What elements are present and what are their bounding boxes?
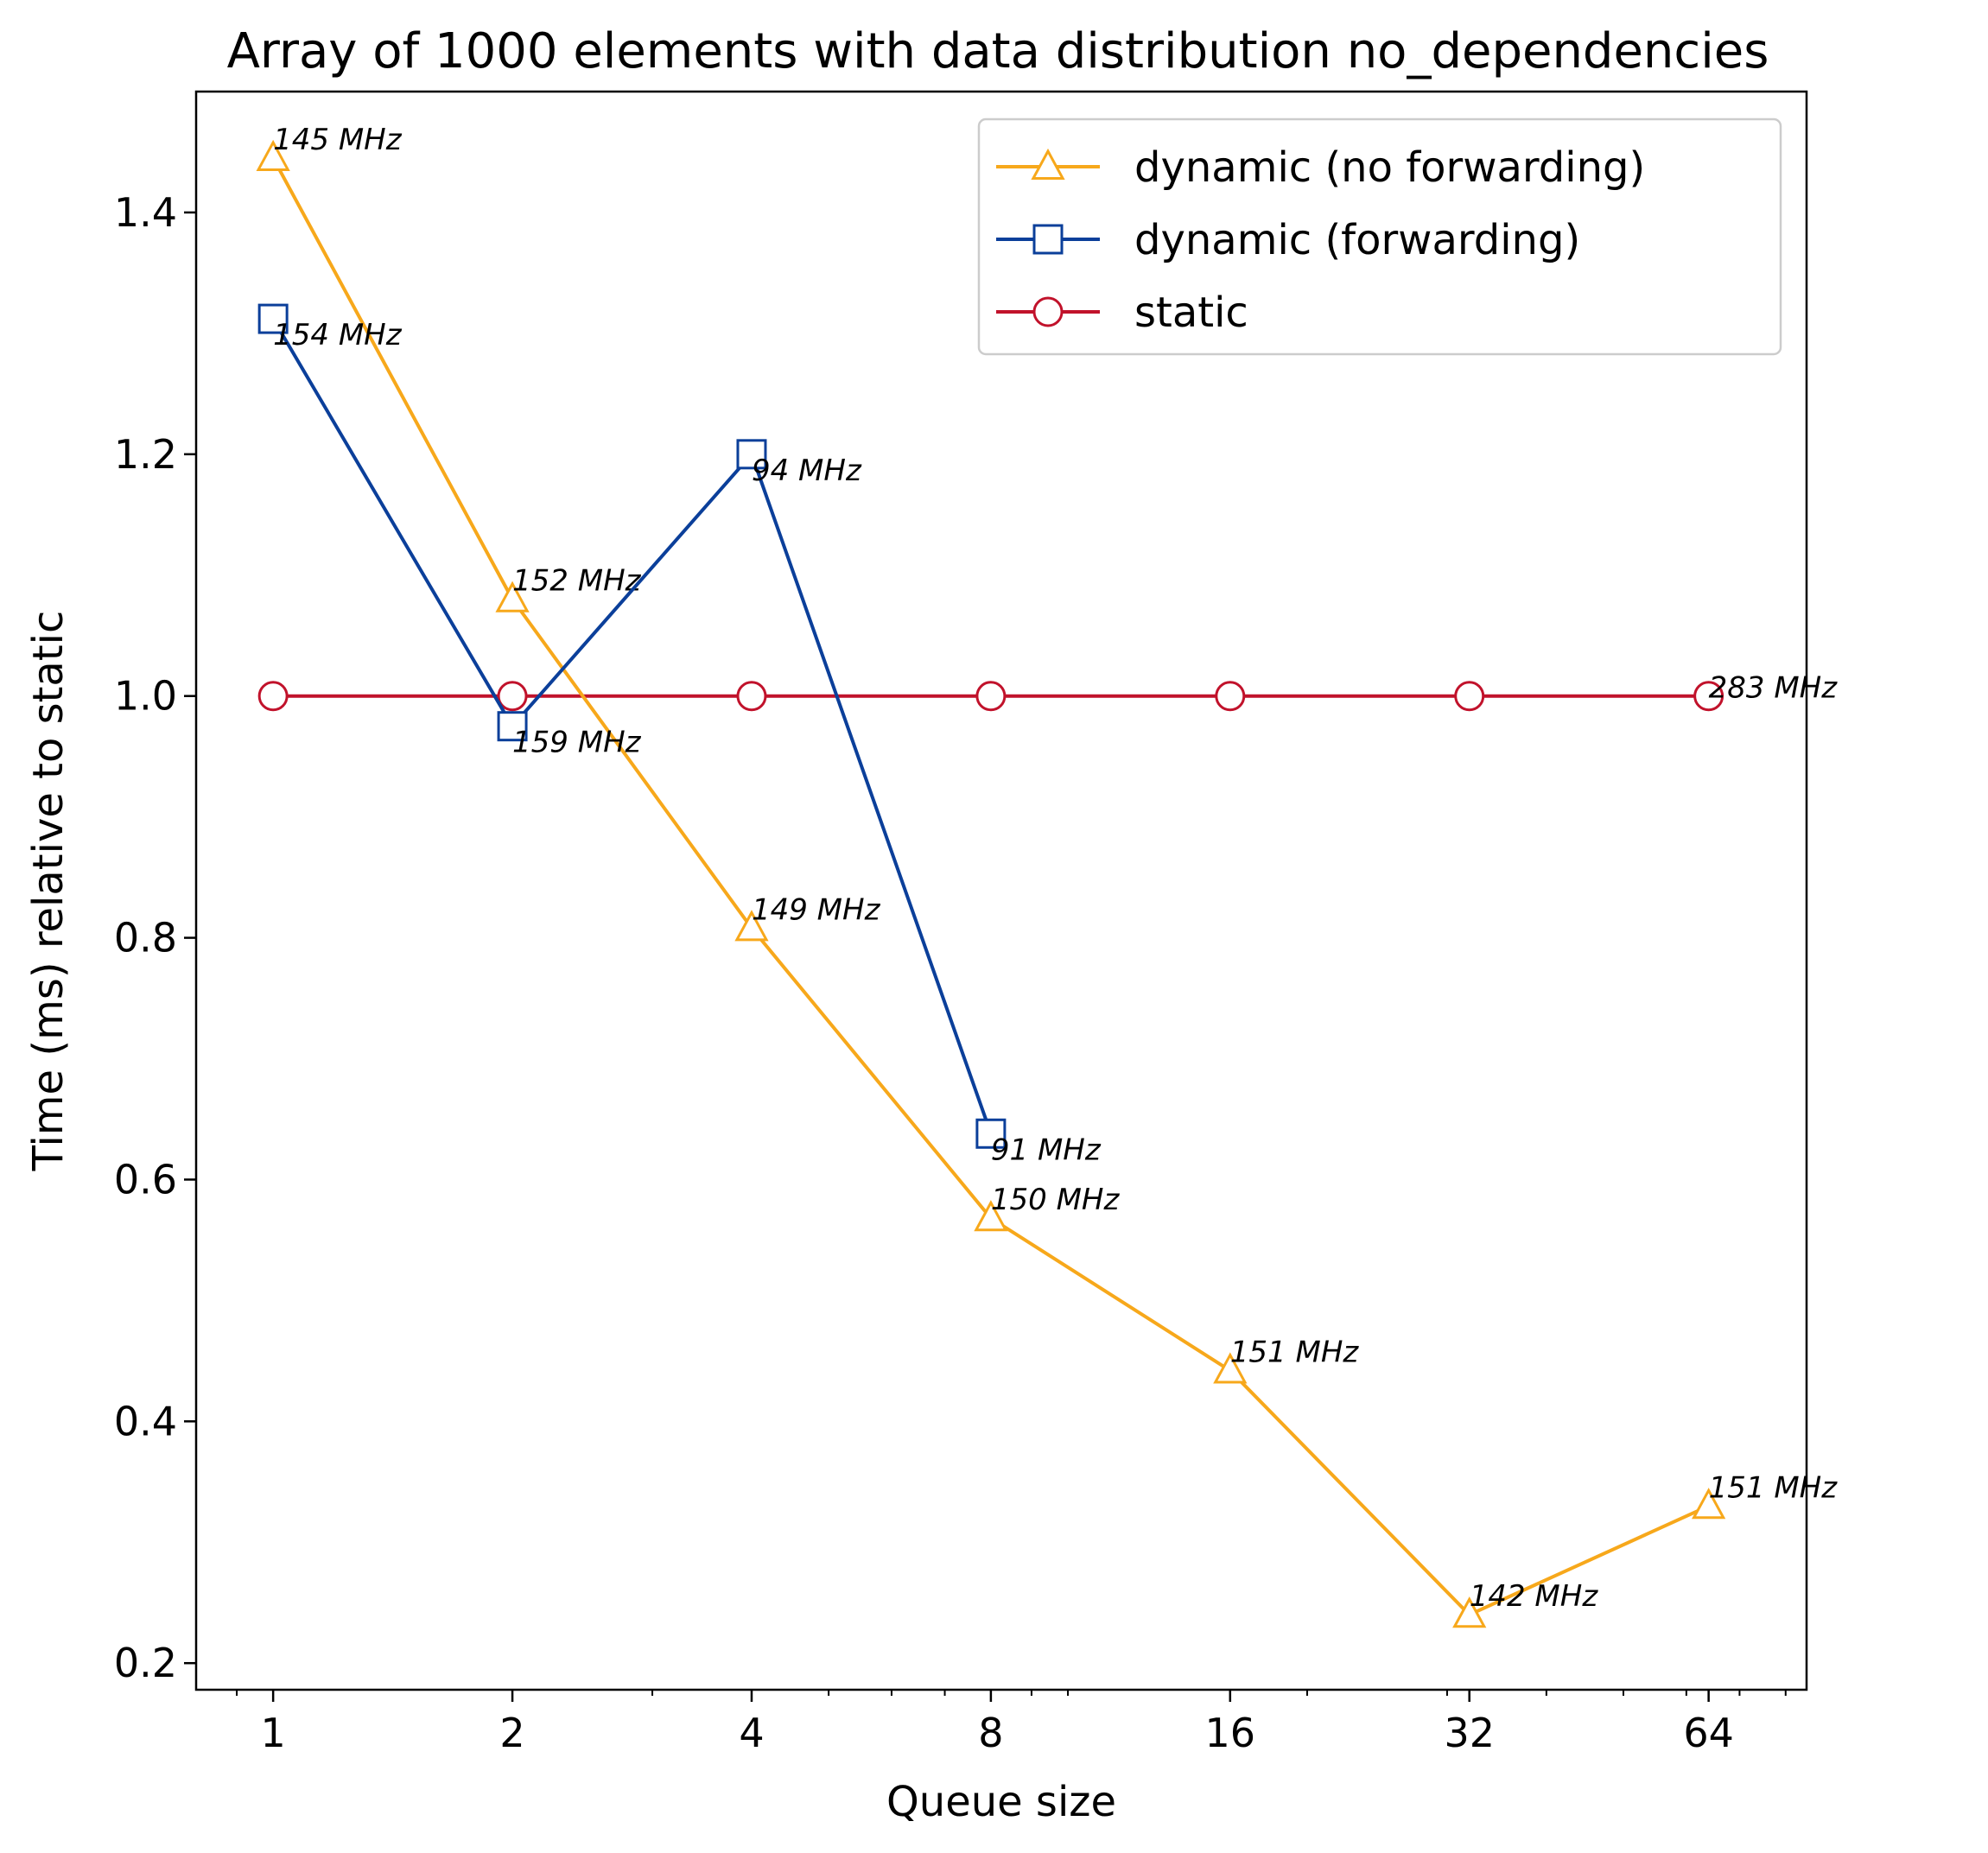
- annotation-dynamic-forwarding: 154 MHz: [273, 318, 403, 352]
- x-tick-label: 2: [499, 1710, 524, 1756]
- data-point-dynamic-no-forwarding: [1213, 1352, 1248, 1384]
- annotation-dynamic-no-forwarding: 151 MHz: [1230, 1336, 1360, 1370]
- annotation-static: 283 MHz: [1709, 671, 1839, 706]
- y-tick-label: 1.4: [114, 189, 177, 236]
- y-tick-label: 0.4: [114, 1398, 177, 1444]
- series-dynamic-forwarding: 154 MHz 159 MHz 94 MHz 91 MHz: [257, 303, 1102, 1167]
- chart-title: Array of 1000 elements with data distrib…: [227, 23, 1769, 79]
- data-point-static: [1693, 681, 1724, 712]
- y-tick-label: 1.0: [114, 673, 177, 720]
- x-tick-label: 8: [978, 1710, 1003, 1756]
- y-axis-label: Time (ms) relative to static: [24, 611, 73, 1172]
- legend-label: dynamic (no forwarding): [1134, 143, 1645, 192]
- legend-entry-dynamic-no-forwarding: dynamic (no forwarding): [996, 143, 1645, 192]
- data-point-dynamic-no-forwarding: [495, 581, 530, 612]
- y-tick-label: 0.2: [114, 1640, 177, 1686]
- legend-label: static: [1134, 289, 1248, 337]
- series-dynamic-no-forwarding: 145 MHz 152 MHz 149 MHz 150 MHz 151 MHz 142 M…: [256, 123, 1839, 1628]
- annotation-dynamic-no-forwarding: 145 MHz: [273, 123, 403, 157]
- legend-marker: [1032, 296, 1064, 327]
- y-tick-label: 1.2: [114, 431, 177, 478]
- legend-marker: [1031, 148, 1065, 180]
- data-point-dynamic-no-forwarding: [974, 1200, 1008, 1232]
- data-point-static: [1454, 681, 1485, 712]
- legend-label: dynamic (forwarding): [1134, 216, 1580, 264]
- annotation-dynamic-forwarding: 91 MHz: [991, 1133, 1102, 1167]
- plot-frame: [194, 90, 1808, 1691]
- data-point-dynamic-forwarding: [257, 303, 289, 334]
- series-line-dynamic-forwarding: [271, 318, 993, 1134]
- data-point-static: [1215, 681, 1246, 712]
- x-axis-label: Queue size: [886, 1778, 1116, 1826]
- data-point-dynamic-no-forwarding: [256, 139, 290, 171]
- legend-entry-static: static: [996, 289, 1248, 337]
- axes: 0.2 0.4 0.6 0.8 1.0 1.2 1.4 1 2 4 8 16 32 64: [114, 189, 1787, 1756]
- annotation-dynamic-no-forwarding: 152 MHz: [512, 564, 642, 599]
- data-point-dynamic-no-forwarding: [734, 910, 769, 942]
- x-tick-label: 1: [261, 1710, 286, 1756]
- series-static: 283 MHz: [257, 671, 1839, 712]
- data-point-dynamic-forwarding: [497, 711, 528, 742]
- x-tick-label: 64: [1683, 1710, 1734, 1756]
- annotation-dynamic-no-forwarding: 151 MHz: [1709, 1470, 1839, 1505]
- data-point-dynamic-no-forwarding: [1452, 1596, 1487, 1628]
- annotation-dynamic-no-forwarding: 150 MHz: [991, 1183, 1121, 1217]
- legend-marker: [1032, 224, 1064, 255]
- legend-entry-dynamic-forwarding: dynamic (forwarding): [996, 216, 1580, 264]
- data-point-static: [736, 681, 767, 712]
- data-point-dynamic-no-forwarding: [1692, 1488, 1726, 1520]
- data-point-dynamic-forwarding: [736, 439, 767, 470]
- data-point-static: [975, 681, 1007, 712]
- plot-area: 283 MHz 145 MHz 152 MHz 149 MHz 150 MHz 151 M…: [256, 123, 1839, 1628]
- annotation-dynamic-forwarding: 159 MHz: [512, 726, 642, 760]
- annotation-dynamic-forwarding: 94 MHz: [752, 454, 862, 488]
- annotation-dynamic-no-forwarding: 149 MHz: [752, 892, 881, 927]
- annotation-dynamic-no-forwarding: 142 MHz: [1470, 1579, 1599, 1614]
- data-point-dynamic-forwarding: [975, 1118, 1007, 1149]
- x-tick-label: 4: [739, 1710, 764, 1756]
- data-point-static: [497, 681, 528, 712]
- x-tick-label: 32: [1444, 1710, 1495, 1756]
- legend-box: [977, 117, 1782, 356]
- y-tick-label: 0.8: [114, 915, 177, 961]
- legend: dynamic (no forwarding) dynamic (forwardi…: [977, 117, 1782, 356]
- x-tick-label: 16: [1205, 1710, 1256, 1756]
- series-line-dynamic-no-forwarding: [271, 157, 1710, 1617]
- data-point-static: [257, 681, 289, 712]
- y-tick-label: 0.6: [114, 1156, 177, 1203]
